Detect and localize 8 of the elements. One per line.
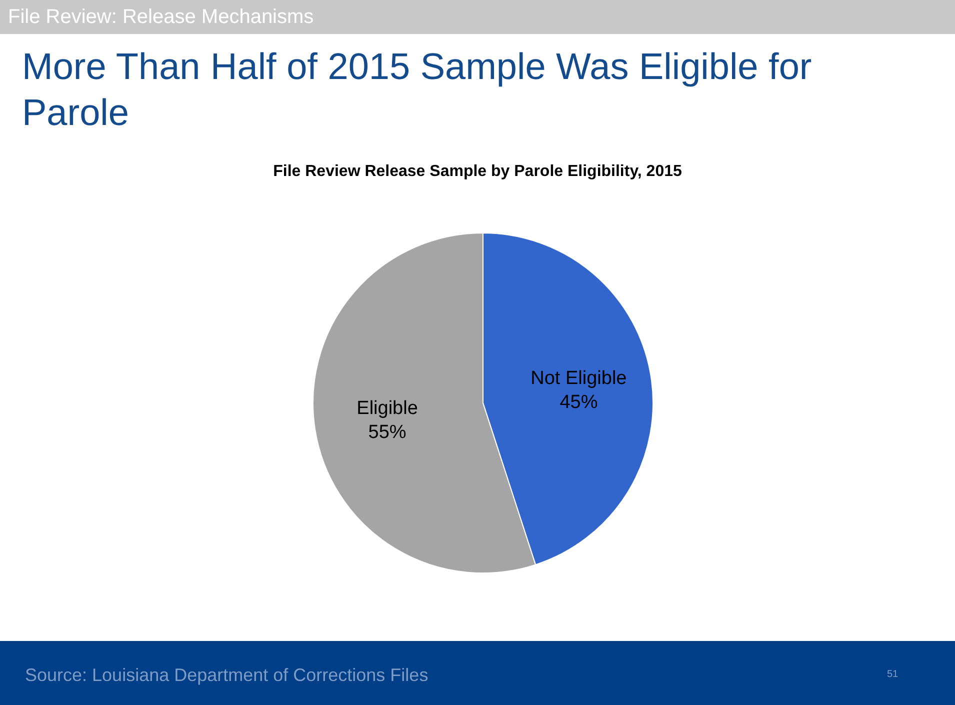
text: 51 [887, 669, 898, 680]
slice-label: Not Eligible [530, 368, 627, 389]
chart-subtitle: File Review Release Sample by Parole Eligibility, 2015 [272, 163, 683, 181]
data-label: 45% [560, 392, 598, 413]
slice-label: Eligible [356, 398, 418, 420]
source-note: Source: Louisiana Department of Corrections Files [25, 665, 428, 686]
data-label: 55% [368, 422, 406, 444]
chart-title: More Than Half of 2015 Sample Was Eligible for Parole [22, 45, 813, 135]
